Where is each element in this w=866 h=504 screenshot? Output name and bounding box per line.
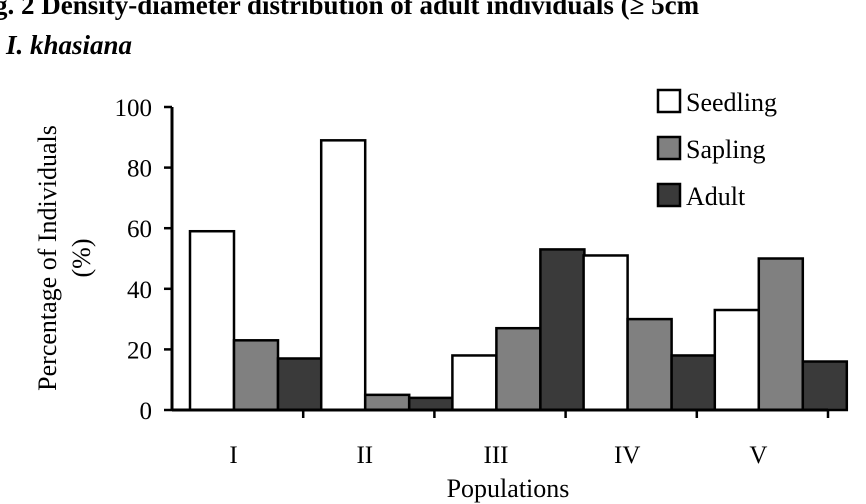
x-tick-label: IV xyxy=(614,442,640,469)
legend-label-seedling: Seedling xyxy=(686,88,777,117)
legend-label-sapling: Sapling xyxy=(686,135,765,164)
bar-adult-II xyxy=(407,396,455,412)
x-tick-label: I xyxy=(229,442,237,469)
bar-seedling-III xyxy=(451,354,498,412)
legend-swatch-seedling xyxy=(656,88,682,114)
axes xyxy=(170,107,828,412)
x-tick-label: V xyxy=(749,442,767,469)
bar-adult-III xyxy=(539,248,586,412)
x-ticks: I II III IV V xyxy=(229,410,830,469)
legend-swatch-adult xyxy=(656,182,682,208)
y-ticks: 0 20 40 60 80 100 xyxy=(115,95,172,425)
plot-area xyxy=(188,139,849,412)
caption-line-2: I. khasiana xyxy=(6,30,133,60)
bar-sapling-I xyxy=(232,339,280,412)
legend-swatch-sapling xyxy=(656,135,682,161)
bar-adult-I xyxy=(276,357,324,412)
x-axis-title: Populations xyxy=(447,474,570,503)
x-tick-label: III xyxy=(484,442,509,469)
y-tick-label: 40 xyxy=(127,277,152,304)
y-tick-label: 60 xyxy=(127,216,152,243)
y-axis-title: Percentage of Individuals xyxy=(33,125,62,391)
x-tick-label: II xyxy=(356,442,373,469)
legend-label-adult: Adult xyxy=(686,182,746,211)
y-tick-label: 80 xyxy=(127,156,152,183)
y-tick-label: 0 xyxy=(140,398,153,425)
bar-adult-IV xyxy=(670,354,717,412)
caption-line-1: g. 2 Density-diameter distribution of ad… xyxy=(0,0,700,20)
bar-seedling-IV xyxy=(582,254,629,412)
bar-sapling-IV xyxy=(626,317,673,412)
y-tick-label: 20 xyxy=(127,337,152,364)
y-tick-label: 100 xyxy=(115,95,153,122)
bar-sapling-III xyxy=(495,326,542,412)
bar-sapling-II xyxy=(363,393,411,412)
bar-seedling-V xyxy=(713,308,761,412)
bar-adult-V xyxy=(801,360,849,412)
legend: Seedling Sapling Adult xyxy=(656,88,777,211)
bar-seedling-I xyxy=(188,229,236,412)
bar-sapling-V xyxy=(757,257,805,412)
bar-seedling-II xyxy=(319,139,367,412)
y-axis-title-unit: (%) xyxy=(67,239,96,278)
